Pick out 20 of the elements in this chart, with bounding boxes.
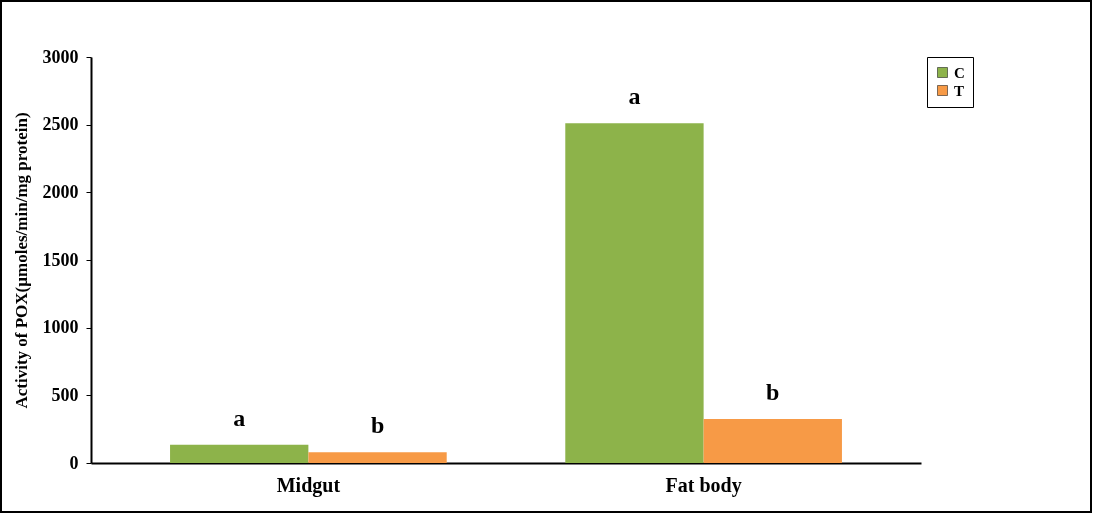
y-tick-label: 1500: [42, 249, 79, 270]
y-tick-label: 3000: [42, 46, 79, 67]
y-tick-label: 0: [69, 452, 79, 473]
bar: [170, 444, 309, 463]
y-tick-label: 2500: [42, 114, 79, 135]
data-label: a: [233, 404, 246, 431]
bar: [308, 452, 447, 463]
x-tick-label: Fat body: [665, 473, 742, 497]
y-tick-label: 1000: [42, 317, 79, 338]
data-label: a: [628, 83, 641, 110]
bar: [703, 419, 842, 463]
y-tick-label: 2000: [42, 181, 79, 202]
x-tick-label: Midgut: [276, 473, 341, 497]
y-tick-label: 500: [51, 384, 79, 405]
legend-label: T: [954, 82, 965, 99]
bar: [565, 123, 704, 463]
y-axis-title: Activity of POX(µmoles/min/mg protein): [11, 112, 31, 409]
data-label: b: [370, 412, 385, 439]
legend-label: C: [954, 64, 965, 81]
data-label: b: [766, 379, 780, 406]
